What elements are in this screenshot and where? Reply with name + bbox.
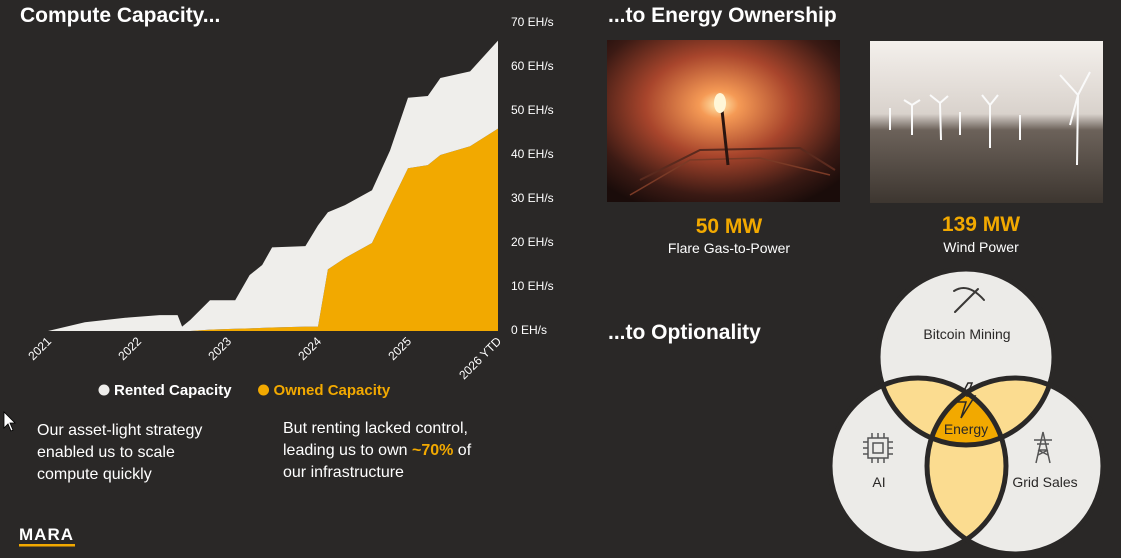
section-title: ...to Energy Ownership xyxy=(608,4,837,27)
chart-title: Compute Capacity... xyxy=(20,4,220,27)
wind-photo xyxy=(870,41,1103,203)
section-title: ...to Optionality xyxy=(608,321,761,344)
text-line: Our asset-light strategy xyxy=(37,422,202,439)
x-tick-label: 2022 xyxy=(115,334,144,363)
y-tick-label: 30 EH/s xyxy=(511,191,554,205)
text-line: our infrastructure xyxy=(283,464,404,481)
venn-diagram: Bitcoin Mining Energy AI Grid Sales xyxy=(827,266,1106,557)
stat-value: 139 MW xyxy=(942,213,1020,236)
logo-underline xyxy=(19,544,75,547)
x-tick-label: 2026 YTD xyxy=(456,334,504,382)
legend-marker xyxy=(258,384,270,396)
venn-label: AI xyxy=(872,474,885,490)
stat-value: 50 MW xyxy=(696,215,763,238)
venn-label: Grid Sales xyxy=(1012,474,1077,490)
legend-marker xyxy=(98,384,110,396)
y-tick-label: 60 EH/s xyxy=(511,59,554,73)
text-line: of xyxy=(453,442,471,459)
text-line: leading us to own xyxy=(283,442,412,459)
venn-label: Bitcoin Mining xyxy=(923,326,1010,342)
text-line: compute quickly xyxy=(37,466,152,483)
y-tick-label: 10 EH/s xyxy=(511,279,554,293)
x-tick-label: 2023 xyxy=(205,334,234,363)
text-line: enabled us to scale xyxy=(37,444,175,461)
y-tick-label: 0 EH/s xyxy=(511,323,547,337)
right-paragraph: But renting lacked control, leading us t… xyxy=(283,420,493,481)
text-line: But renting lacked control, xyxy=(283,420,468,437)
logo: MARA xyxy=(19,525,74,544)
highlight: ~70% xyxy=(412,442,453,459)
legend: Rented Capacity Owned Capacity xyxy=(98,382,391,399)
x-tick-label: 2021 xyxy=(25,334,54,363)
x-tick-label: 2024 xyxy=(295,334,324,363)
x-tick-label: 2025 xyxy=(385,334,414,363)
area xyxy=(48,128,498,331)
area xyxy=(48,40,498,331)
y-tick-label: 50 EH/s xyxy=(511,103,554,117)
stat-label: Flare Gas-to-Power xyxy=(668,240,790,256)
flare-photo xyxy=(607,40,840,202)
y-tick-label: 20 EH/s xyxy=(511,235,554,249)
left-paragraph: Our asset-light strategy enabled us to s… xyxy=(37,422,225,483)
venn-label: Energy xyxy=(944,421,988,437)
y-tick-label: 70 EH/s xyxy=(511,15,554,29)
legend-label: Rented Capacity xyxy=(114,382,232,399)
cursor xyxy=(3,411,16,432)
legend-label: Owned Capacity xyxy=(274,382,391,399)
chart: 0 EH/s 10 EH/s 20 EH/s 30 EH/s 40 EH/s 50 EH/… xyxy=(25,15,553,382)
y-tick-label: 40 EH/s xyxy=(511,147,554,161)
stat-label: Wind Power xyxy=(943,239,1019,255)
